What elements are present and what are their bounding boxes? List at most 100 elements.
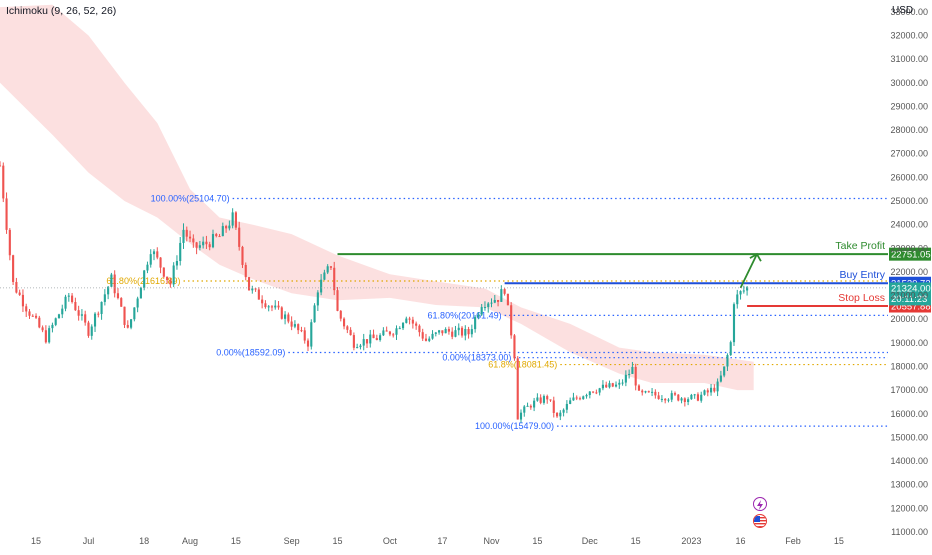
- candle: [57, 314, 61, 319]
- candle: [451, 331, 454, 337]
- y-tick-label: 15000.00: [890, 432, 928, 442]
- y-tick-label: 29000.00: [890, 101, 928, 111]
- candle: [152, 251, 156, 255]
- candle: [116, 293, 120, 299]
- candle: [172, 265, 175, 285]
- candle: [15, 281, 18, 293]
- candle: [503, 289, 506, 294]
- candle: [84, 314, 87, 323]
- y-tick-label: 31000.00: [890, 54, 928, 64]
- candle: [723, 366, 726, 376]
- y-tick-label: 27000.00: [890, 149, 928, 159]
- candle: [93, 313, 97, 327]
- candle: [139, 287, 142, 299]
- candle: [241, 246, 244, 265]
- price-tag-label: 20557.88: [891, 302, 931, 313]
- candle: [608, 383, 611, 388]
- y-tick-label: 19000.00: [890, 338, 928, 348]
- candle: [12, 255, 15, 282]
- candle: [539, 397, 542, 403]
- candle: [284, 314, 287, 319]
- candle: [497, 299, 500, 302]
- candle: [369, 334, 372, 344]
- candle: [529, 405, 532, 408]
- candle: [130, 319, 133, 328]
- candle: [651, 391, 654, 393]
- candle: [474, 317, 477, 330]
- us-flag-icon[interactable]: [753, 514, 767, 528]
- candle: [490, 302, 493, 304]
- candle: [251, 288, 254, 291]
- candle: [195, 242, 198, 248]
- countdown-label: 20:11:23: [891, 294, 927, 305]
- candle: [323, 272, 326, 280]
- candle: [519, 412, 523, 420]
- candle: [719, 375, 722, 382]
- candle: [401, 322, 405, 329]
- candle: [18, 292, 21, 295]
- candle: [156, 251, 159, 258]
- candle: [690, 394, 693, 400]
- fib-level-label: 0.00%(18373.00): [442, 353, 511, 363]
- candle: [647, 391, 650, 393]
- candle: [67, 295, 70, 297]
- candle: [38, 317, 41, 328]
- candle: [270, 306, 274, 308]
- candle: [510, 305, 513, 336]
- fib-level-label: 61.8%(18081.45): [488, 360, 557, 370]
- candle: [221, 226, 224, 237]
- candle: [179, 242, 182, 262]
- y-tick-label: 25000.00: [890, 196, 928, 206]
- candle: [166, 276, 169, 281]
- y-tick-label: 22000.00: [890, 267, 928, 277]
- candles: [0, 161, 749, 423]
- candle: [205, 241, 208, 245]
- candle: [657, 395, 660, 399]
- candle: [247, 277, 251, 291]
- x-tick-label: 17: [437, 536, 447, 546]
- candle: [736, 294, 739, 305]
- candle: [696, 394, 700, 401]
- x-tick-label: 15: [631, 536, 641, 546]
- candle: [21, 294, 25, 307]
- candle: [329, 266, 333, 268]
- candle: [418, 325, 421, 333]
- candle: [716, 381, 719, 392]
- x-tick-label: Nov: [484, 536, 501, 546]
- candle: [342, 318, 346, 327]
- candle: [162, 267, 165, 277]
- candle: [421, 332, 424, 339]
- candle: [202, 241, 205, 246]
- candle: [732, 304, 736, 343]
- candle: [382, 330, 385, 336]
- candle: [71, 295, 74, 302]
- candle: [621, 382, 624, 384]
- candle: [316, 292, 319, 306]
- candle: [447, 329, 450, 332]
- candle: [25, 306, 28, 312]
- x-tick-label: 15: [332, 536, 342, 546]
- candle: [244, 264, 247, 278]
- candle: [464, 328, 467, 336]
- candle: [238, 227, 241, 247]
- indicator-label[interactable]: Ichimoku (9, 26, 52, 26): [6, 5, 117, 17]
- y-tick-label: 16000.00: [890, 409, 928, 419]
- fib-level-label: 61.80%(20161.49): [428, 310, 502, 320]
- candle: [428, 338, 431, 341]
- candle: [408, 318, 411, 320]
- lightning-icon[interactable]: [753, 497, 767, 511]
- candle: [569, 400, 572, 404]
- candle: [185, 229, 188, 237]
- candle: [310, 322, 313, 347]
- y-tick-label: 28000.00: [890, 125, 928, 135]
- candle: [536, 397, 539, 401]
- candle: [267, 306, 270, 308]
- candle: [634, 366, 637, 386]
- candle: [624, 374, 627, 383]
- candle: [346, 326, 349, 330]
- candle: [588, 391, 591, 396]
- candle: [8, 229, 11, 256]
- candle: [601, 384, 604, 389]
